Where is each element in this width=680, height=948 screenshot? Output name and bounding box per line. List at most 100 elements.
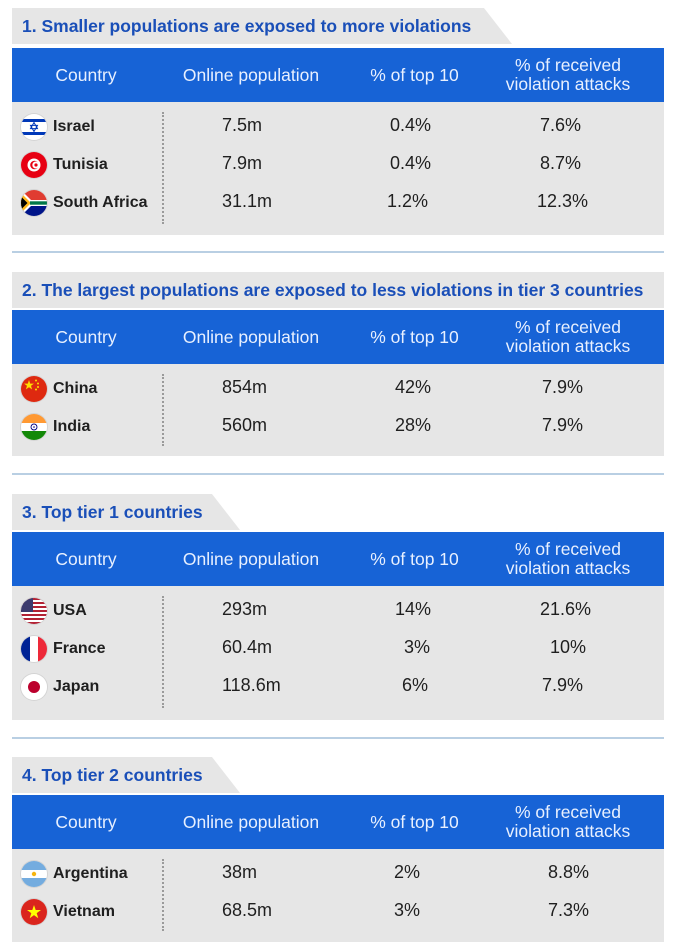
header-online-population: Online population (182, 326, 320, 347)
country-name: USA (53, 602, 87, 619)
section-title: 2. The largest populations are exposed t… (22, 280, 644, 300)
israel-flag-icon (21, 114, 47, 140)
header-pct-received-line2: violation attacks (505, 336, 631, 356)
online-population-value: 7.5m (222, 115, 263, 135)
column-divider (162, 374, 164, 446)
header-pct-top10: % of top 10 (370, 64, 459, 85)
table-row: China 854m 42% 7.9% (12, 370, 664, 408)
header-online-population: Online population (182, 548, 320, 569)
header-pct-received: % of received violation attacks (488, 532, 648, 586)
pct-top10-value: 14% (395, 599, 432, 619)
section-title-tab (12, 757, 240, 793)
section-title-tab (12, 494, 240, 530)
section-separator (12, 473, 664, 475)
table-row: Vietnam 68.5m 3% 7.3% (12, 893, 664, 931)
online-population-value: 60.4m (222, 637, 273, 657)
country-name: France (53, 640, 106, 657)
column-divider (162, 112, 164, 224)
section-title: 3. Top tier 1 countries (22, 502, 203, 522)
table-header: Country Online population % of top 10 % … (12, 795, 664, 849)
country-name: South Africa (53, 194, 148, 211)
header-pct-top10: % of top 10 (370, 548, 459, 569)
header-pct-received: % of received violation attacks (488, 795, 648, 849)
section-title: 4. Top tier 2 countries (22, 765, 203, 785)
country-name: Japan (53, 678, 100, 695)
header-pct-received: % of received violation attacks (488, 48, 648, 102)
country-name: Israel (53, 118, 95, 135)
pct-received-value: 7.9% (542, 675, 584, 695)
table-row: USA 293m 14% 21.6% (12, 592, 664, 630)
pct-received-value: 7.9% (542, 377, 584, 397)
argentina-flag-icon (21, 861, 47, 887)
table-header: Country Online population % of top 10 % … (12, 48, 664, 102)
header-country: Country (55, 548, 117, 569)
pct-top10-value: 0.4% (390, 153, 432, 173)
pct-top10-value: 0.4% (390, 115, 432, 135)
table-header: Country Online population % of top 10 % … (12, 532, 664, 586)
country-name: Vietnam (53, 903, 115, 920)
pct-received-value: 10% (550, 637, 587, 657)
table-row: Japan 118.6m 6% 7.9% (12, 668, 664, 706)
country-name: Argentina (53, 865, 128, 882)
country-name: China (53, 380, 98, 397)
tunisia-flag-icon (21, 152, 47, 178)
header-country: Country (55, 64, 117, 85)
online-population-value: 31.1m (222, 191, 273, 211)
table-row: India 560m 28% 7.9% (12, 408, 664, 446)
header-pct-received: % of received violation attacks (488, 310, 648, 364)
table-row: Israel 7.5m 0.4% 7.6% (12, 108, 664, 146)
table-row: South Africa 31.1m 1.2% 12.3% (12, 184, 664, 222)
pct-received-value: 12.3% (537, 191, 589, 211)
online-population-value: 293m (222, 599, 268, 619)
section-title: 1. Smaller populations are exposed to mo… (22, 16, 472, 36)
pct-received-value: 7.9% (542, 415, 584, 435)
header-pct-received-line1: % of received (514, 539, 622, 559)
table-row: France 60.4m 3% 10% (12, 630, 664, 668)
pct-top10-value: 1.2% (387, 191, 429, 211)
pct-top10-value: 2% (394, 862, 421, 882)
header-online-population: Online population (182, 811, 320, 832)
country-name: India (53, 418, 91, 435)
section-title-tab (12, 272, 664, 308)
header-pct-received-line2: violation attacks (505, 558, 631, 578)
south-africa-flag-icon (21, 190, 47, 216)
online-population-value: 38m (222, 862, 258, 882)
pct-top10-value: 42% (395, 377, 432, 397)
section-title-tab (12, 8, 512, 44)
header-pct-received-line1: % of received (514, 55, 622, 75)
table-body: Israel 7.5m 0.4% 7.6% Tunisia 7.9m 0.4% … (12, 102, 664, 235)
table-row: Tunisia 7.9m 0.4% 8.7% (12, 146, 664, 184)
column-divider (162, 596, 164, 708)
japan-flag-icon (21, 674, 47, 700)
column-divider (162, 859, 164, 931)
table-row: Argentina 38m 2% 8.8% (12, 855, 664, 893)
table-header: Country Online population % of top 10 % … (12, 310, 664, 364)
online-population-value: 560m (222, 415, 268, 435)
pct-received-value: 8.8% (548, 862, 590, 882)
pct-top10-value: 3% (394, 900, 421, 920)
header-online-population: Online population (182, 64, 320, 85)
pct-top10-value: 28% (395, 415, 432, 435)
header-pct-received-line2: violation attacks (505, 74, 631, 94)
france-flag-icon (21, 636, 47, 662)
header-country: Country (55, 811, 117, 832)
pct-received-value: 21.6% (540, 599, 592, 619)
pct-top10-value: 6% (402, 675, 429, 695)
table-body: China 854m 42% 7.9% India 560m 28% 7.9% (12, 364, 664, 456)
pct-received-value: 7.3% (548, 900, 590, 920)
online-population-value: 68.5m (222, 900, 273, 920)
country-name: Tunisia (53, 156, 108, 173)
header-pct-received-line1: % of received (514, 317, 622, 337)
online-population-value: 854m (222, 377, 268, 397)
online-population-value: 7.9m (222, 153, 263, 173)
header-country: Country (55, 326, 117, 347)
table-body: Argentina 38m 2% 8.8% Vietnam 68.5m 3% 7… (12, 849, 664, 942)
pct-received-value: 7.6% (540, 115, 582, 135)
header-pct-top10: % of top 10 (370, 811, 459, 832)
section-separator (12, 737, 664, 739)
online-population-value: 118.6m (222, 675, 281, 695)
header-pct-top10: % of top 10 (370, 326, 459, 347)
china-flag-icon (21, 376, 47, 402)
pct-top10-value: 3% (404, 637, 431, 657)
pct-received-value: 8.7% (540, 153, 582, 173)
